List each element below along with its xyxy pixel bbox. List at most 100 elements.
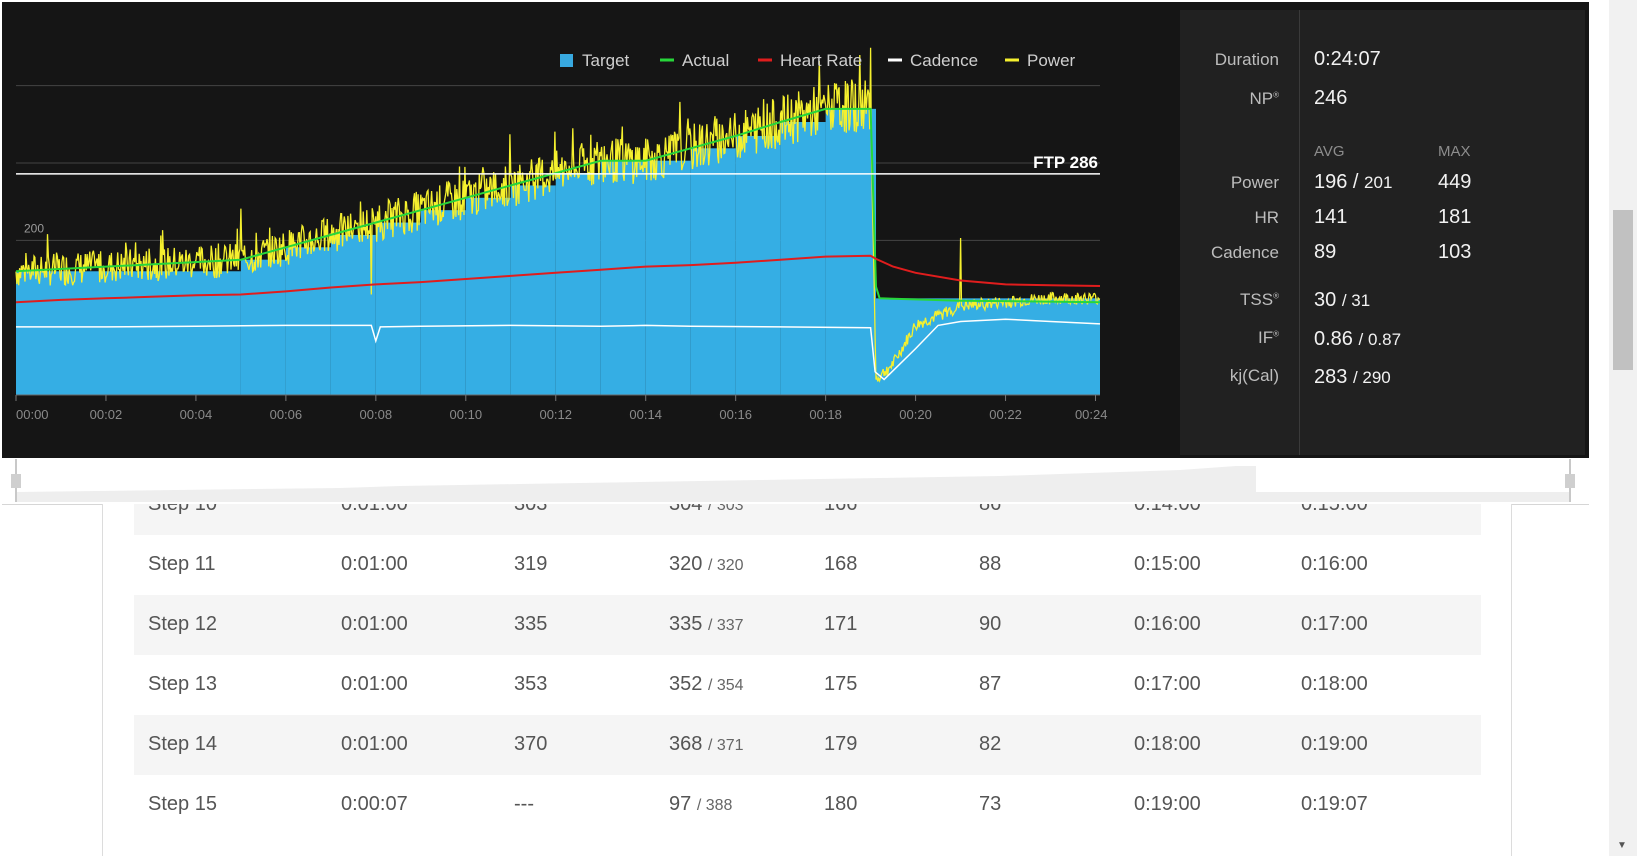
cadence-value: 87 — [979, 673, 1002, 695]
cell-target: --- — [514, 793, 534, 816]
end-value: 0:15:00 — [1301, 504, 1368, 515]
target-step-5 — [375, 222, 421, 395]
target-step-16 — [876, 298, 1100, 395]
stats-divider — [1299, 10, 1300, 455]
target-value: 335 — [514, 613, 548, 635]
cadence-max: 103 — [1438, 241, 1472, 263]
actual-secondary: / 337 — [707, 617, 744, 634]
table-row[interactable]: Step 10 0:01:00 303 304 / 303 166 86 0:14:00 0:… — [134, 504, 1481, 535]
tss-label-text: TSS — [1240, 290, 1274, 309]
x-tick-label: 00:22 — [989, 407, 1022, 422]
scrubber-overview — [11, 459, 1575, 502]
target-step-13 — [735, 135, 781, 395]
cell-cadence: 88 — [979, 553, 1001, 576]
power-avg-value: 196 / — [1314, 171, 1359, 193]
scrubber-right-handle[interactable] — [1565, 474, 1575, 488]
cell-actual: 320 / 320 — [669, 553, 744, 576]
ftp-label: FTP 286 — [1033, 153, 1098, 172]
actual-value: 335 — [669, 613, 703, 635]
end-value: 0:18:00 — [1301, 673, 1368, 695]
tss-label: TSS® — [1240, 290, 1279, 309]
target-step-7 — [465, 197, 511, 395]
cell-actual: 304 / 303 — [669, 504, 744, 516]
cell-end: 0:18:00 — [1301, 673, 1368, 696]
x-tick-label: 00:14 — [629, 407, 662, 422]
cell-hr: 179 — [824, 733, 857, 756]
cell-step: Step 13 — [148, 673, 217, 696]
cadence-value: 90 — [979, 613, 1002, 635]
if-label-text: IF — [1257, 328, 1274, 347]
hr-value: 180 — [824, 793, 858, 815]
target-value: 370 — [514, 733, 548, 755]
hr-label: HR — [1254, 208, 1279, 227]
target-value: --- — [514, 793, 534, 815]
cell-cadence: 73 — [979, 793, 1001, 816]
end-value: 0:19:07 — [1301, 793, 1368, 815]
power-label: Power — [1230, 173, 1279, 192]
duration-value: 0:24:07 — [1314, 48, 1381, 70]
duration-value: 0:01:00 — [341, 553, 408, 575]
x-tick-label: 00:06 — [270, 407, 303, 422]
hr-avg: 141 — [1314, 206, 1348, 228]
x-tick-label: 00:08 — [360, 407, 393, 422]
cell-duration: 0:01:00 — [341, 613, 408, 636]
cell-start: 0:14:00 — [1134, 504, 1201, 516]
actual-value: 352 — [669, 673, 703, 695]
np-value: 246 — [1314, 87, 1348, 109]
cell-duration: 0:01:00 — [341, 673, 408, 696]
steps-table: Step 10 0:01:00 303 304 / 303 166 86 0:14:00 0:… — [102, 504, 1512, 856]
actual-series-line — [15, 107, 1101, 304]
actual-value: 97 — [669, 793, 692, 815]
end-value: 0:19:00 — [1301, 733, 1368, 755]
duration-label: Duration — [1214, 50, 1279, 69]
timeline-scrubber[interactable] — [2, 458, 1589, 505]
actual-secondary: / 371 — [707, 737, 744, 754]
target-step-6 — [420, 210, 466, 395]
table-row[interactable]: Step 12 0:01:00 335 335 / 337 171 90 0:16:00 0:… — [134, 595, 1481, 655]
cell-actual: 352 / 354 — [669, 673, 744, 696]
table-row[interactable]: Step 13 0:01:00 353 352 / 354 175 87 0:17:00 0:… — [134, 655, 1481, 715]
step-value: Step 15 — [148, 793, 217, 815]
target-value: 353 — [514, 673, 548, 695]
actual-secondary: / 388 — [696, 797, 733, 814]
power-max: 449 — [1438, 171, 1472, 193]
cadence-value: 73 — [979, 793, 1002, 815]
cell-hr: 168 — [824, 553, 857, 576]
x-tick-label: 00:16 — [719, 407, 752, 422]
cadence-series-line — [16, 318, 1101, 381]
table-row[interactable]: Step 15 0:00:07 --- 97 / 388 180 73 0:19:00 0:1… — [134, 775, 1481, 835]
cell-target: 370 — [514, 733, 547, 756]
cell-target: 303 — [514, 504, 547, 516]
cell-end: 0:16:00 — [1301, 553, 1368, 576]
cell-hr: 175 — [824, 673, 857, 696]
hr-value: 179 — [824, 733, 858, 755]
target-step-1 — [16, 271, 241, 395]
hr-value: 168 — [824, 553, 858, 575]
x-tick-label: 00:12 — [539, 407, 572, 422]
cell-step: Step 12 — [148, 613, 217, 636]
legend-label-0: Target — [582, 51, 630, 70]
cadence-value: 82 — [979, 733, 1002, 755]
scrollbar-thumb[interactable] — [1613, 210, 1633, 370]
if-label: IF® — [1257, 328, 1279, 347]
table-row[interactable]: Step 11 0:01:00 319 320 / 320 168 88 0:15:00 0:… — [134, 535, 1481, 595]
legend-swatch-0 — [560, 54, 573, 67]
cell-actual: 335 / 337 — [669, 613, 744, 636]
legend-label-4: Power — [1027, 51, 1076, 70]
cell-cadence: 87 — [979, 673, 1001, 696]
cell-target: 353 — [514, 673, 547, 696]
step-value: Step 14 — [148, 733, 217, 755]
target-step-2 — [240, 259, 286, 395]
end-value: 0:17:00 — [1301, 613, 1368, 635]
table-row[interactable]: Step 14 0:01:00 370 368 / 371 179 82 0:18:00 0:… — [134, 715, 1481, 775]
cell-duration: 0:01:00 — [341, 733, 408, 756]
start-value: 0:17:00 — [1134, 673, 1201, 695]
cell-target: 319 — [514, 553, 547, 576]
cell-step: Step 10 — [148, 504, 217, 516]
page-scrollbar[interactable]: ▼ — [1609, 0, 1637, 856]
scroll-down-arrow-icon[interactable]: ▼ — [1617, 840, 1627, 851]
cell-actual: 97 / 388 — [669, 793, 732, 816]
scrubber-left-handle[interactable] — [11, 474, 21, 488]
cell-start: 0:17:00 — [1134, 673, 1201, 696]
actual-value: 304 — [669, 504, 703, 515]
